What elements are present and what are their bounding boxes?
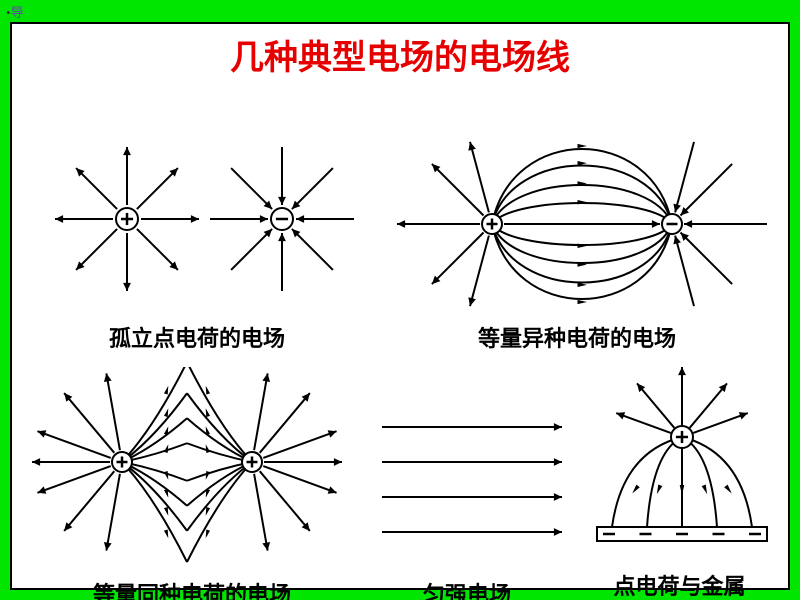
diagram-opposite-pair: 等量异种电荷的电场 [372,129,782,359]
slide-root: •导 几种典型电场的电场线 孤立点电荷的电场等量异种电荷的电场等量同种电荷的电场… [0,0,800,600]
content-frame: 几种典型电场的电场线 孤立点电荷的电场等量异种电荷的电场等量同种电荷的电场匀强电… [10,22,790,590]
diagram-uniform: 匀强电场 [362,367,572,600]
diagram-grid: 孤立点电荷的电场等量异种电荷的电场等量同种电荷的电场匀强电场点电荷与金属 板间的… [12,79,788,600]
diagram-same-pair: 等量同种电荷的电场 [22,367,362,600]
diagram-svg-isolated [27,129,367,321]
diagram-isolated: 孤立点电荷的电场 [27,129,367,359]
diagram-plate: 点电荷与金属 板间的电场 [567,367,792,600]
diagram-svg-uniform [362,367,572,577]
caption-plate: 点电荷与金属 板间的电场 [567,569,792,600]
caption-same-pair: 等量同种电荷的电场 [22,577,362,600]
diagram-svg-opposite-pair [372,129,782,321]
page-title: 几种典型电场的电场线 [12,24,788,79]
diagram-svg-plate [567,367,792,569]
caption-uniform: 匀强电场 [362,577,572,600]
caption-isolated: 孤立点电荷的电场 [27,321,367,353]
nav-link[interactable]: •导 [6,2,24,21]
diagram-svg-same-pair [22,367,362,577]
caption-opposite-pair: 等量异种电荷的电场 [372,321,782,353]
nav-text: 导 [11,5,24,20]
